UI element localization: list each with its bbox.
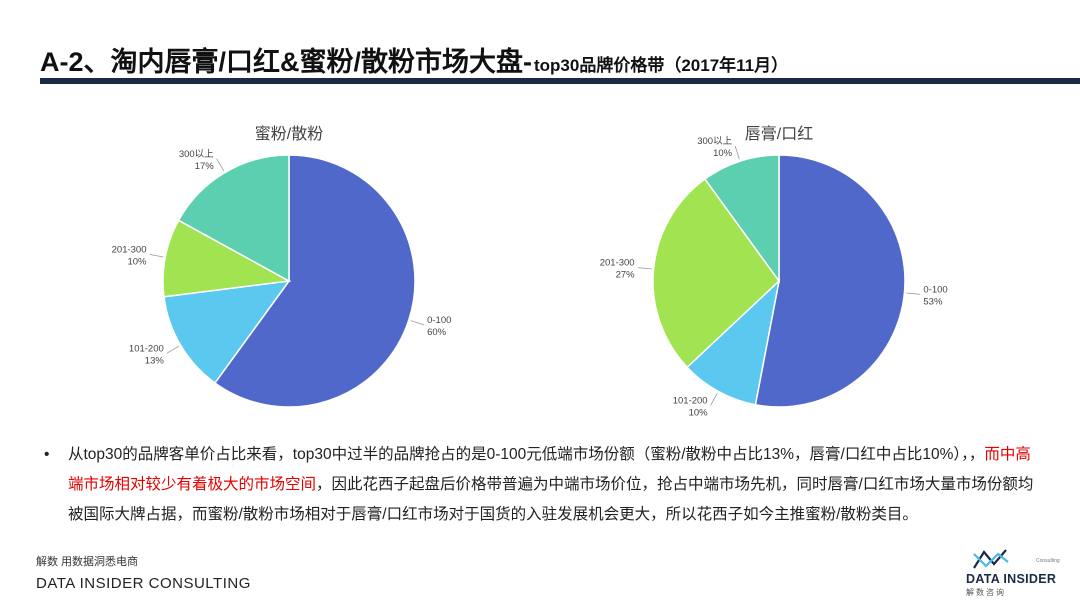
pie-label-0: 0-100 xyxy=(427,315,451,326)
logo-mark-icon xyxy=(973,549,1009,569)
footer-tagline: 解数 用数据洞悉电商 xyxy=(36,556,139,568)
logo-small-text: Consulting xyxy=(1036,558,1060,564)
pie-slice-3 xyxy=(703,154,780,284)
pie-label-1: 101-200 xyxy=(673,395,708,406)
pie-label-2: 201-300 xyxy=(112,244,147,255)
pie-slice-0 xyxy=(754,154,906,408)
pie-leader-line-2 xyxy=(637,267,652,270)
pie-label-3: 300以上 xyxy=(697,136,732,147)
logo-chinese-name: 解数咨询 xyxy=(966,588,1006,597)
logo-name: DATA INSIDER xyxy=(966,572,1057,586)
company-logo: Consulting DATA INSIDER 解数咨询 xyxy=(966,548,1066,600)
pie-percent-label-1: 13% xyxy=(145,355,165,366)
pie-leader-line-1 xyxy=(710,393,718,406)
pie-leader-line-0 xyxy=(410,320,425,326)
title-divider-bar xyxy=(40,78,1080,84)
pie-slice-2 xyxy=(162,219,292,298)
pie-percent-label-0: 60% xyxy=(427,327,447,338)
title-main: A-2、淘内唇膏/口红&蜜粉/散粉市场大盘- xyxy=(40,47,532,77)
pie-slice-3 xyxy=(177,154,290,283)
pie-slice-1 xyxy=(163,280,291,384)
analysis-text-part2: ，因此花西子起盘后价格带普遍为中端市场价位，抢占中端市场先机，同时唇膏/口红市场… xyxy=(68,476,1034,523)
pie-leader-line-3 xyxy=(734,145,740,160)
pie-leader-line-1 xyxy=(166,345,180,354)
pie-slice-1 xyxy=(686,278,781,406)
pie-percent-label-2: 27% xyxy=(616,270,636,281)
bullet-symbol: • xyxy=(44,446,50,463)
pie-slice-2 xyxy=(652,178,780,369)
pie-leader-line-3 xyxy=(216,158,225,172)
pie-percent-label-2: 10% xyxy=(127,256,147,267)
title-sub: top30品牌价格带（2017年11月） xyxy=(534,56,789,75)
pie-percent-label-3: 17% xyxy=(195,161,215,172)
pie-leader-line-2 xyxy=(149,254,164,258)
pie-leader-line-0 xyxy=(906,292,921,295)
analysis-bullet: • 从top30的品牌客单价占比来看，top30中过半的品牌抢占的是0-100元… xyxy=(40,440,1040,530)
analysis-text: 从top30的品牌客单价占比来看，top30中过半的品牌抢占的是0-100元低端… xyxy=(68,440,1040,530)
footer-company-name: DATA INSIDER CONSULTING xyxy=(36,575,251,592)
analysis-text-part1: 从top30的品牌客单价占比来看，top30中过半的品牌抢占的是0-100元低端… xyxy=(68,446,985,463)
pie-percent-label-3: 10% xyxy=(713,148,733,159)
pie-slice-0 xyxy=(213,154,416,408)
pie-label-2: 201-300 xyxy=(600,258,635,269)
pie-label-3: 300以上 xyxy=(179,149,214,160)
analysis-text-highlight: 而中高端市场相对较少有着极大的市场空间 xyxy=(68,446,1031,493)
pie-percent-label-1: 10% xyxy=(689,407,709,418)
pie-percent-label-0: 53% xyxy=(923,296,943,307)
page-title: A-2、淘内唇膏/口红&蜜粉/散粉市场大盘-top30品牌价格带（2017年11… xyxy=(40,40,788,79)
chart-title-powder: 蜜粉/散粉 xyxy=(254,126,324,143)
chart-title-lipstick: 唇膏/口红 xyxy=(744,126,814,143)
pie-label-0: 0-100 xyxy=(923,284,947,295)
pie-label-1: 101-200 xyxy=(129,343,164,354)
